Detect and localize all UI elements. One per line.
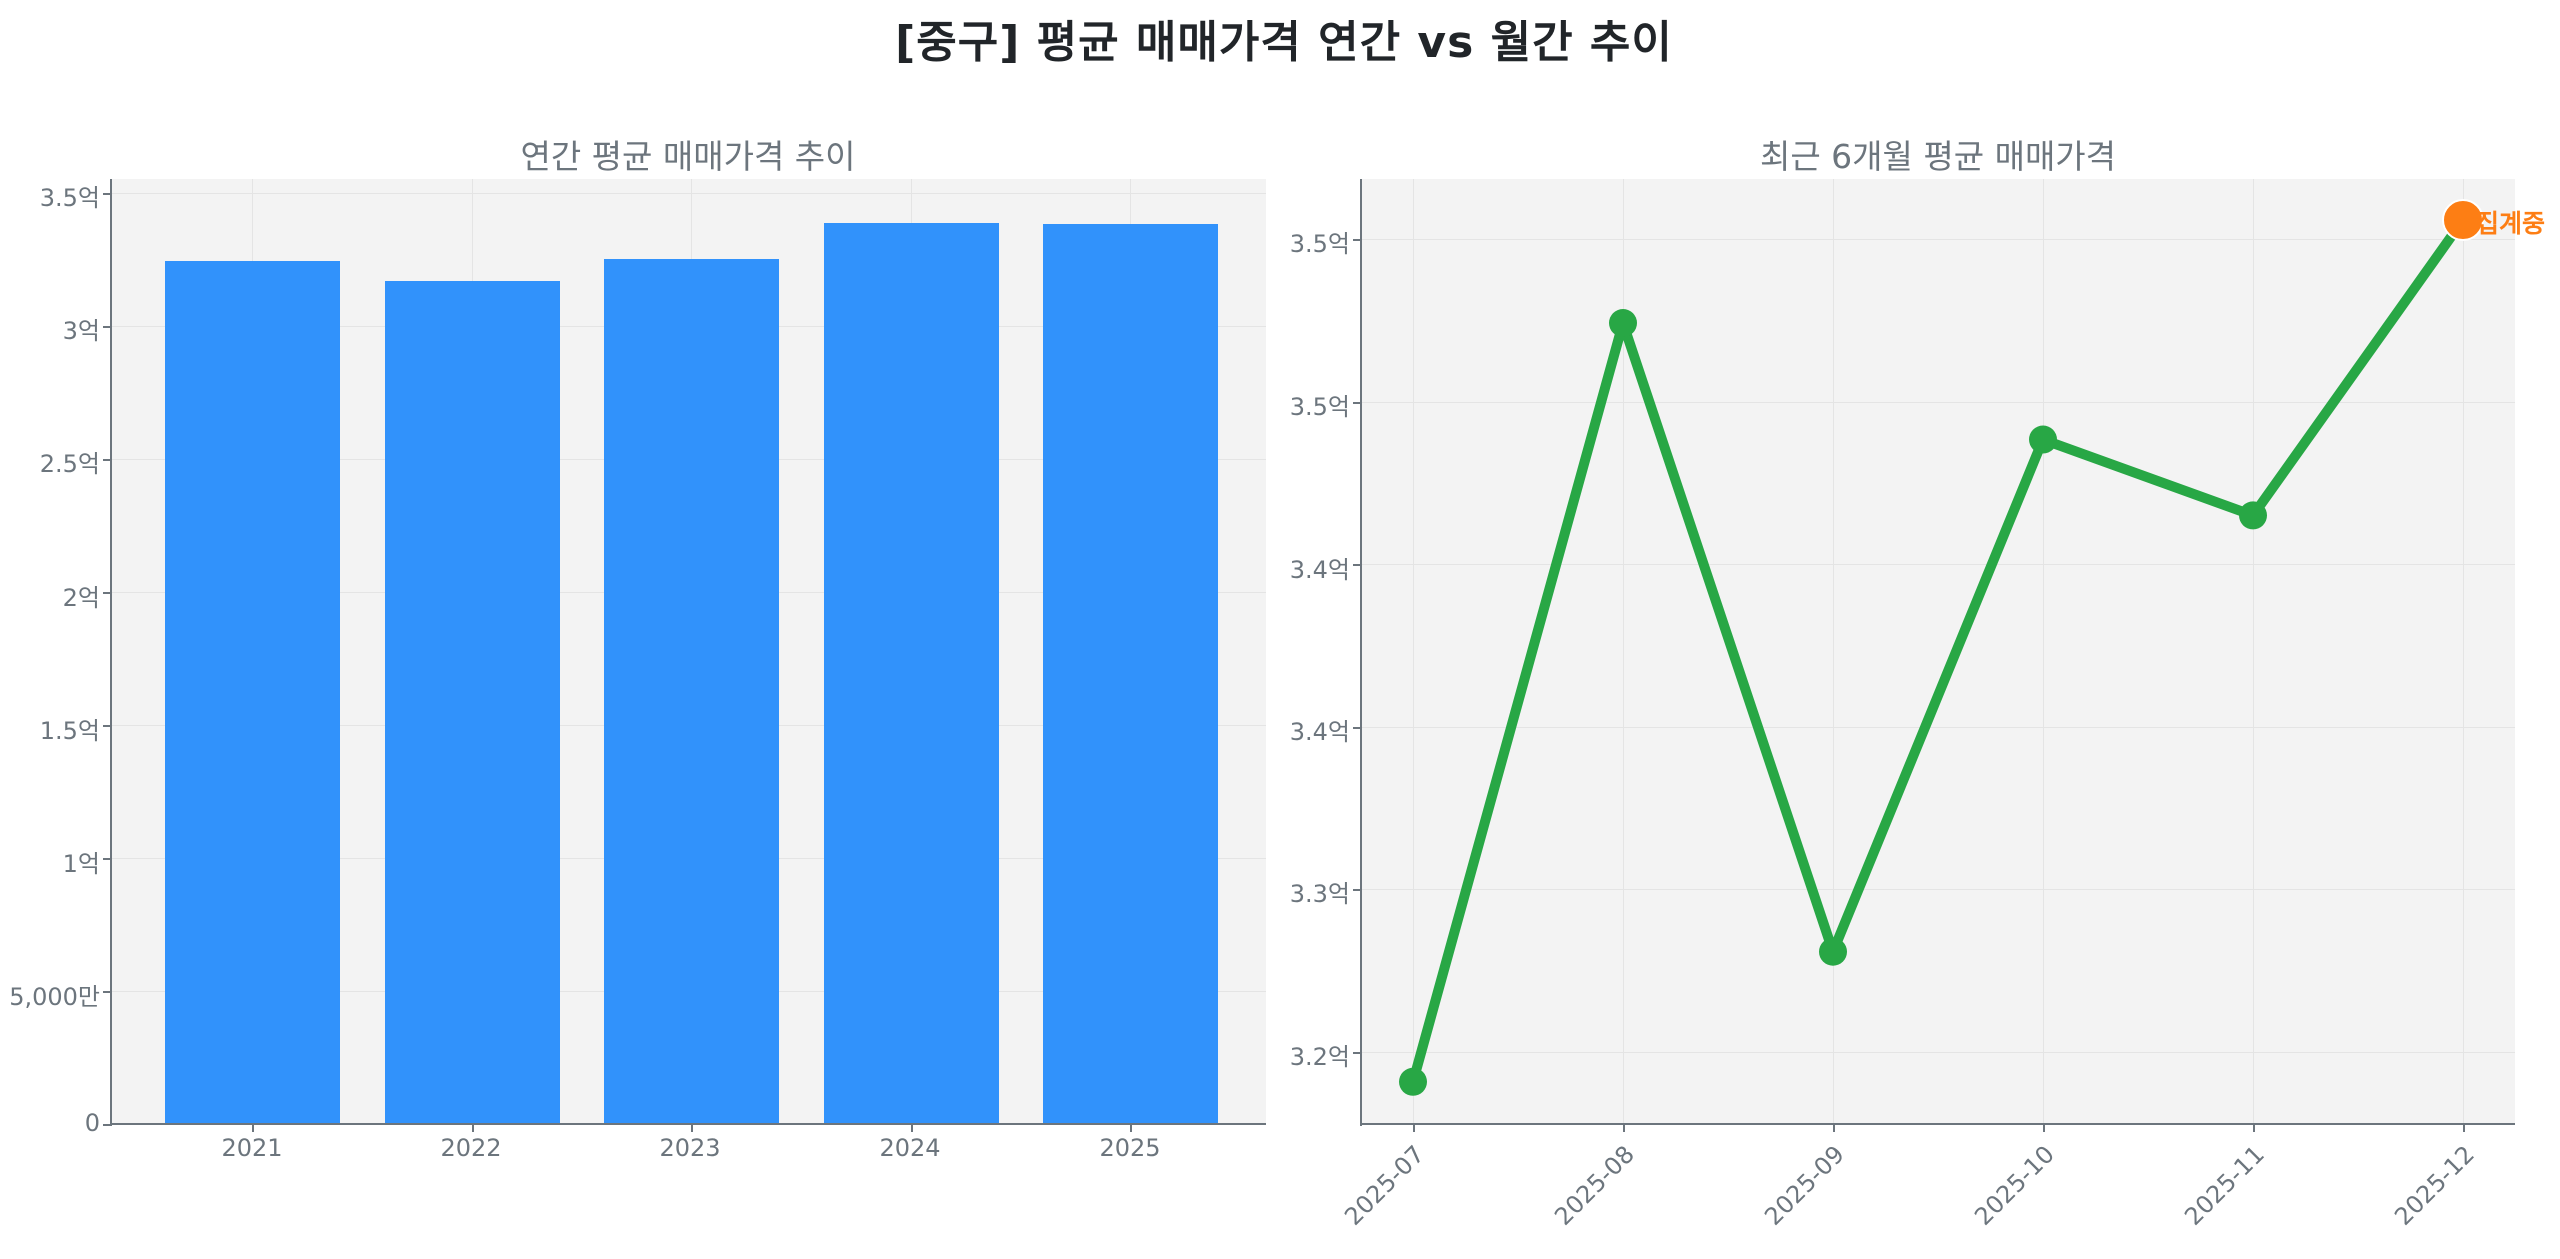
bar-xtick-mark [252,1124,254,1132]
line-ytick-label: 3.4억 [1289,718,1350,746]
bar-ytick-label: 3억 [62,317,100,345]
bar-ytick-label: 5,000만 [9,983,100,1011]
bar-ytick-label: 0 [84,1109,100,1137]
bar-chart-x-axis [110,1123,1266,1125]
line-gridline-h [1361,239,2515,240]
bar-xtick-mark [691,1124,693,1132]
bar-ytick-mark [103,858,111,860]
line-xtick-mark [2253,1124,2255,1132]
bar-ytick-label: 1억 [62,850,100,878]
line-ytick-mark [1353,726,1361,729]
line-ytick-mark [1353,564,1361,567]
data-point-marker [1819,937,1847,966]
data-point-marker [1399,1067,1427,1096]
line-xtick-mark [1833,1124,1835,1132]
bar-xtick-label: 2022 [440,1134,502,1162]
bar-ytick-mark [103,725,111,727]
line-gridline-v [1623,179,1624,1124]
line-ytick-mark [1353,889,1361,892]
bar-ytick-mark [103,592,111,594]
bar-ytick-label: 3.5억 [39,184,100,212]
data-point-marker [1609,309,1637,338]
line-chart-plot-area [1361,179,2515,1124]
line-ytick-label: 3.3억 [1289,880,1350,908]
line-ytick-label: 3.5억 [1289,393,1350,421]
bar-2023 [604,258,779,1124]
line-gridline-h [1361,889,2515,891]
line-gridline-h [1361,1052,2515,1053]
bar-chart-title: 연간 평균 매매가격 추이 [520,137,856,176]
line-chart-x-axis [1360,1123,2515,1125]
line-ytick-label: 3.5억 [1289,230,1350,258]
bar-ytick-mark [103,991,111,993]
bar-2024 [823,223,999,1124]
data-point-marker [2029,425,2057,454]
line-gridline-v [2043,179,2044,1124]
figure-title: [중구] 평균 매매가격 연간 vs 월간 추이 [895,17,1673,68]
bar-gridline-h [111,193,1266,194]
line-xtick-mark [2043,1124,2045,1132]
bar-2022 [384,280,560,1124]
line-gridline-v [1413,179,1414,1124]
line-gridline-v [1833,179,1834,1124]
bar-xtick-label: 2025 [1099,1134,1161,1162]
line-gridline-h [1361,564,2515,566]
bar-ytick-mark [103,326,111,328]
bar-2021 [165,261,340,1124]
line-gridline-h [1361,401,2515,403]
bar-xtick-mark [910,1124,913,1132]
bar-xtick-label: 2024 [879,1134,941,1162]
bar-ytick-mark [103,459,111,461]
bar-ytick-label: 2.5억 [39,450,100,478]
price-line [1408,217,2468,1084]
line-ytick-mark [1353,1052,1361,1054]
in-progress-annotation: 집계중 [2476,209,2546,238]
bar-ytick-label: 1.5억 [39,717,100,745]
data-point-marker [2239,501,2267,530]
bar-ytick-mark [103,1124,111,1126]
line-gridline-v [2463,179,2464,1124]
bar-xtick-label: 2021 [221,1134,283,1162]
line-ytick-label: 3.2억 [1289,1043,1350,1071]
bar-xtick-mark [471,1124,474,1132]
bar-ytick-label: 2억 [62,584,100,612]
bar-ytick-mark [103,193,111,195]
line-ytick-label: 3.4억 [1289,556,1350,584]
bar-xtick-label: 2023 [659,1134,721,1162]
line-chart-title: 최근 6개월 평균 매매가격 [1759,137,2117,176]
bar-xtick-mark [1130,1124,1132,1132]
line-gridline-h [1361,726,2515,728]
line-gridline-v [2253,179,2254,1124]
line-xtick-mark [2463,1124,2465,1132]
line-xtick-mark [1623,1124,1625,1132]
line-xtick-mark [1413,1124,1415,1132]
highlight-point-marker [2442,199,2484,242]
line-chart-y-axis [1360,179,1362,1126]
line-ytick-mark [1353,401,1361,404]
line-ytick-mark [1353,239,1361,241]
bar-2025 [1043,224,1218,1124]
bar-chart-y-axis [110,179,112,1126]
